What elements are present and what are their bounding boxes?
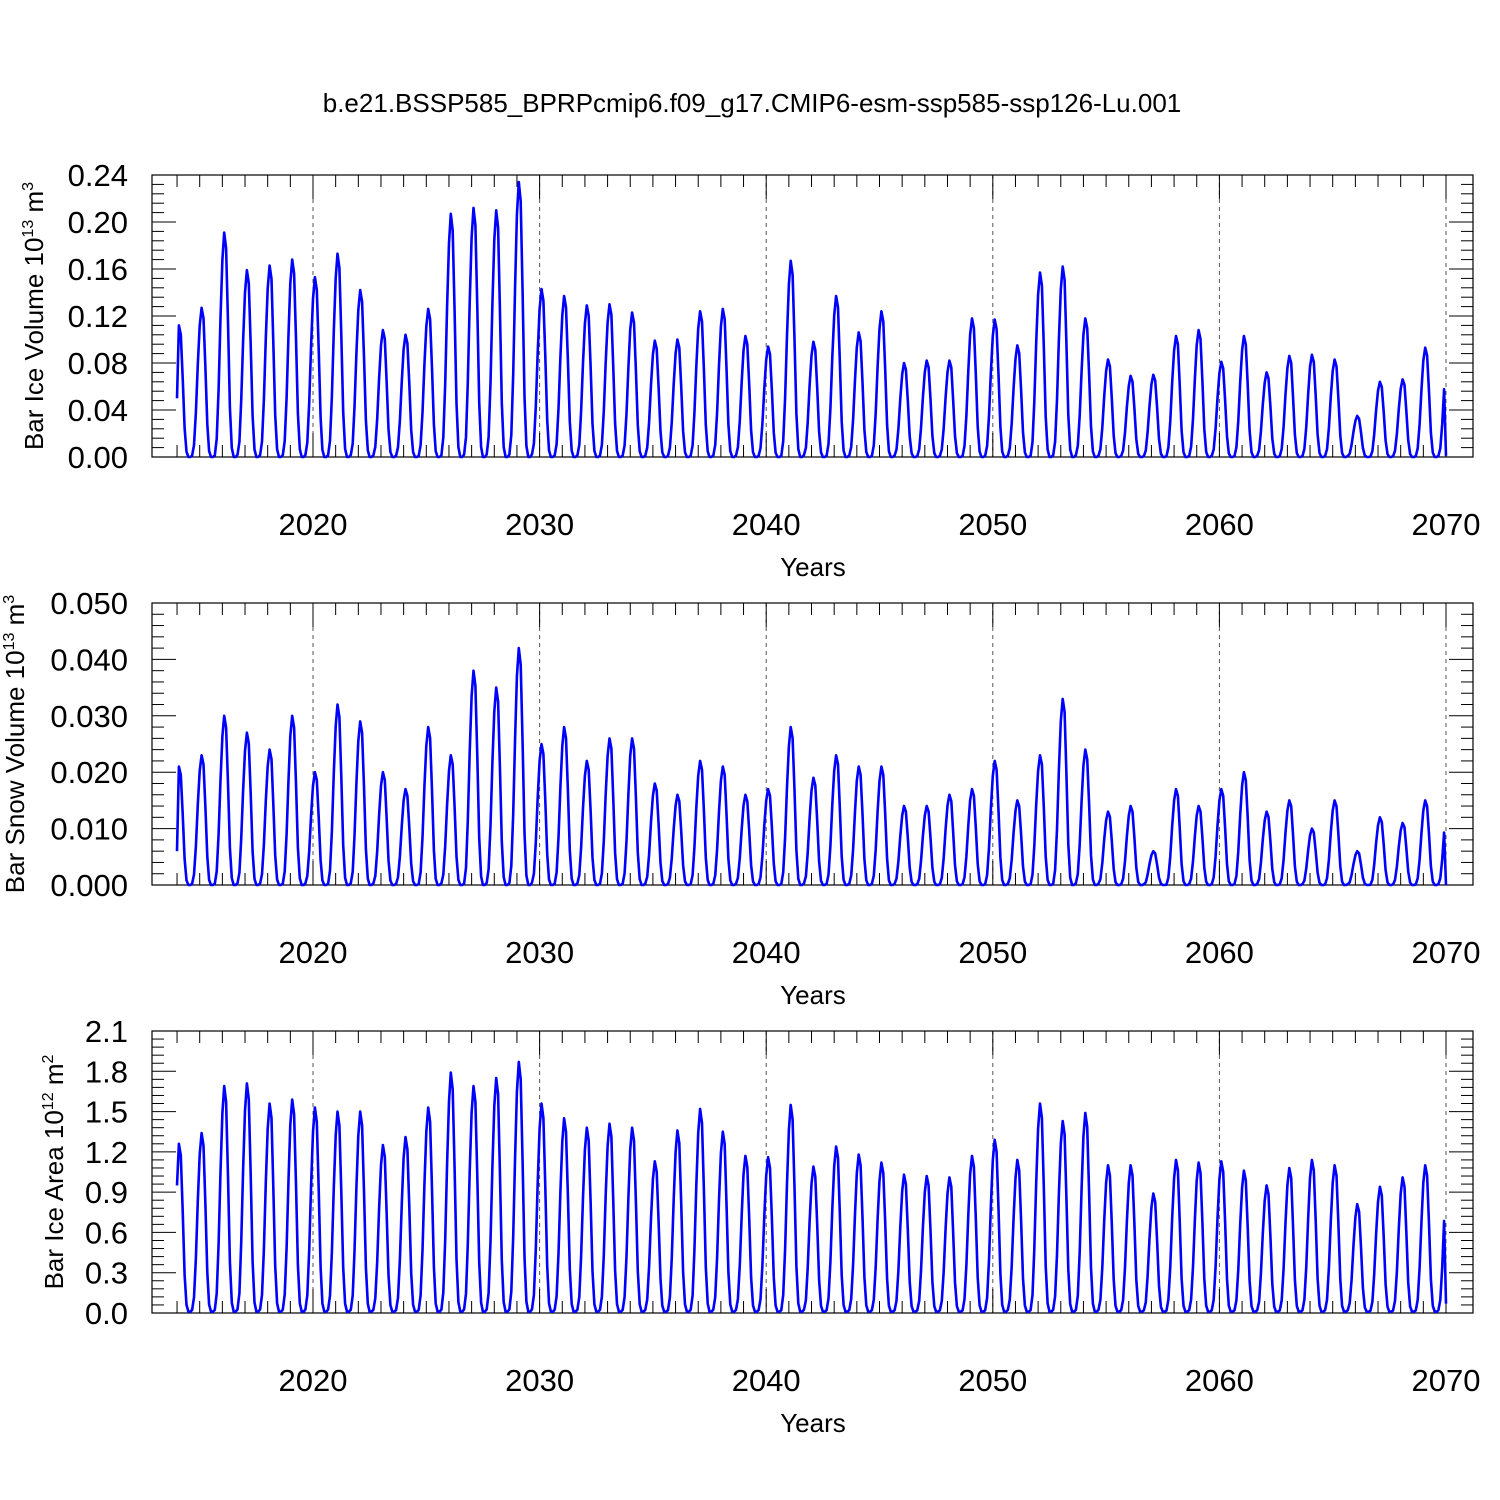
y-tick-label: 0.000 — [50, 868, 128, 903]
panel-snow-volume: 0.000 0.010 0.020 0.030 0.040 0.050 2020 2030 20… — [0, 586, 1480, 1010]
x-tick-label: 2070 — [1412, 507, 1481, 542]
y-tick-label: 0.050 — [50, 586, 128, 621]
x-tick-label: 2070 — [1412, 1363, 1481, 1398]
y-tick-label: 0.12 — [68, 299, 128, 334]
panel-ice-area: 0.0 0.3 0.6 0.9 1.2 1.5 1.8 2.1 2020 2030 2040 2050… — [39, 1014, 1480, 1438]
plot-frame — [151, 174, 1474, 458]
x-axis-label: Years — [780, 980, 846, 1010]
y-tick-label: 0.04 — [68, 393, 128, 428]
x-tick-label: 2070 — [1412, 935, 1481, 970]
y-tick-label: 0.3 — [85, 1256, 128, 1291]
x-tick-label: 2020 — [279, 1363, 348, 1398]
y-tick-label: 0.20 — [68, 205, 128, 240]
plot-frame — [151, 602, 1474, 886]
x-tick-label: 2050 — [958, 1363, 1027, 1398]
x-tick-label: 2050 — [958, 507, 1027, 542]
y-axis-label-exponent: 13 — [1, 632, 18, 650]
figure-title: b.e21.BSSP585_BPRPcmip6.f09_g17.CMIP6-es… — [323, 88, 1182, 118]
y-axis-label-unit-exponent: 2 — [40, 1054, 57, 1063]
y-tick-label: 0.24 — [68, 158, 128, 193]
x-tick-label: 2020 — [279, 935, 348, 970]
x-tick-label: 2050 — [958, 935, 1027, 970]
x-tick-label: 2040 — [732, 507, 801, 542]
series-line-ice-volume — [175, 180, 1448, 459]
y-axis-label-text: Bar Snow Volume 10 — [0, 650, 30, 893]
y-tick-label: 0.020 — [50, 755, 128, 790]
y-axis-label-unit: m — [39, 1063, 69, 1092]
y-tick-label: 0.010 — [50, 812, 128, 847]
x-tick-label: 2060 — [1185, 507, 1254, 542]
x-tick-label: 2060 — [1185, 1363, 1254, 1398]
y-axis-label-unit-exponent: 3 — [1, 595, 18, 604]
y-axis-label: Bar Snow Volume 1013 m3 — [0, 595, 30, 894]
y-tick-label: 1.5 — [85, 1095, 128, 1130]
series-line-snow-volume — [175, 646, 1448, 887]
y-axis-label-unit: m — [19, 191, 49, 220]
y-axis-label-unit-exponent: 3 — [20, 182, 37, 191]
y-tick-label: 0.030 — [50, 699, 128, 734]
y-axis-label-unit: m — [0, 604, 30, 633]
plot-frame — [151, 1030, 1474, 1314]
y-tick-label: 1.2 — [85, 1135, 128, 1170]
y-tick-label: 0.9 — [85, 1175, 128, 1210]
y-axis-label-text: Bar Ice Volume 10 — [19, 238, 49, 450]
x-tick-label: 2030 — [505, 935, 574, 970]
x-tick-label: 2030 — [505, 507, 574, 542]
x-tick-label: 2030 — [505, 1363, 574, 1398]
y-axis-label: Bar Ice Area 1012 m2 — [39, 1054, 69, 1289]
y-tick-label: 0.0 — [85, 1296, 128, 1331]
y-axis-label-exponent: 13 — [20, 220, 37, 238]
y-tick-label: 1.8 — [85, 1054, 128, 1089]
x-axis-label: Years — [780, 552, 846, 582]
y-tick-label: 0.00 — [68, 440, 128, 475]
series-line-ice-area — [175, 1060, 1448, 1313]
panel-ice-volume: 0.00 0.04 0.08 0.12 0.16 0.20 0.24 2020 2030 2040… — [19, 158, 1480, 582]
y-axis-label: Bar Ice Volume 1013 m3 — [19, 182, 49, 450]
x-tick-label: 2040 — [732, 935, 801, 970]
y-tick-label: 0.16 — [68, 252, 128, 287]
y-tick-label: 0.08 — [68, 346, 128, 381]
x-tick-label: 2020 — [279, 507, 348, 542]
y-tick-label: 0.6 — [85, 1215, 128, 1250]
x-axis-label: Years — [780, 1408, 846, 1438]
y-axis-label-text: Bar Ice Area 10 — [39, 1110, 69, 1289]
y-axis-label-exponent: 12 — [40, 1092, 57, 1110]
y-tick-label: 2.1 — [85, 1014, 128, 1049]
x-tick-label: 2060 — [1185, 935, 1254, 970]
x-tick-label: 2040 — [732, 1363, 801, 1398]
y-tick-label: 0.040 — [50, 642, 128, 677]
